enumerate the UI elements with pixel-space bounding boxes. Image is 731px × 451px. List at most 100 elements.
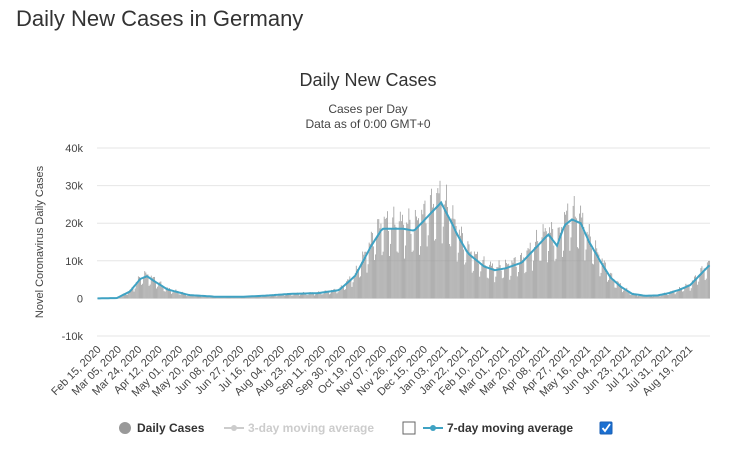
daily-cases-bar (639, 294, 641, 299)
daily-cases-bar (174, 290, 176, 299)
daily-cases-bar (280, 293, 282, 299)
daily-cases-bar (464, 264, 466, 299)
daily-cases-bar (364, 251, 366, 299)
daily-cases-bar (575, 218, 577, 299)
daily-cases-bar (317, 292, 319, 299)
daily-cases-bar (179, 294, 181, 299)
daily-cases-bar (475, 254, 476, 299)
daily-cases-bar (501, 278, 503, 299)
daily-cases-bar (588, 224, 590, 299)
daily-cases-bar (272, 294, 273, 299)
daily-cases-bar (224, 297, 226, 299)
legend-seven-day-checkbox[interactable] (599, 421, 613, 435)
daily-cases-bar (520, 255, 521, 299)
daily-cases-bar (593, 264, 594, 299)
daily-cases-bar (638, 295, 639, 299)
daily-cases-bar (700, 268, 702, 299)
daily-cases-bar (363, 254, 365, 299)
daily-cases-bar (340, 285, 342, 299)
daily-cases-bar (524, 273, 526, 299)
daily-cases-bar (569, 250, 571, 299)
daily-cases-bar (626, 287, 628, 299)
daily-cases-bar (614, 287, 616, 299)
daily-cases-bar (335, 291, 337, 299)
daily-cases-bar (347, 279, 349, 299)
daily-cases-bar (419, 254, 420, 299)
daily-cases-bar (304, 293, 306, 299)
daily-cases-bar (506, 262, 507, 299)
daily-cases-bar (154, 276, 155, 299)
daily-cases-bar (691, 280, 693, 299)
daily-cases-bar (551, 222, 553, 299)
daily-cases-bar (581, 217, 583, 299)
daily-cases-bar (263, 295, 265, 299)
daily-cases-bar (541, 237, 543, 299)
daily-cases-bar (673, 291, 675, 299)
daily-cases-bar (322, 294, 324, 299)
legend-daily-cases-icon[interactable] (119, 422, 131, 434)
daily-cases-bar (155, 282, 156, 299)
daily-cases-bar (388, 231, 389, 299)
daily-cases-bar (383, 216, 385, 299)
daily-cases-bar (511, 260, 513, 299)
daily-cases-bar (201, 296, 203, 299)
legend-daily-cases-label[interactable]: Daily Cases (137, 421, 205, 435)
daily-cases-bar (379, 228, 381, 299)
daily-cases-bar (656, 294, 658, 299)
daily-cases-bar (290, 293, 292, 299)
daily-cases-bar (443, 204, 445, 299)
daily-cases-bar (314, 295, 315, 299)
legend-seven-day-marker[interactable] (430, 425, 436, 431)
daily-cases-bar (362, 251, 364, 299)
daily-cases-bar (607, 281, 608, 299)
daily-cases-bar (300, 294, 301, 299)
daily-cases-bar (187, 295, 189, 299)
daily-cases-bar (467, 241, 469, 299)
legend-three-day-label[interactable]: 3-day moving average (248, 421, 374, 435)
daily-cases-bar (560, 227, 562, 299)
daily-cases-bar (592, 263, 593, 299)
daily-cases-bar (423, 203, 425, 299)
daily-cases-bar (477, 251, 478, 299)
daily-cases-bar (437, 188, 439, 299)
daily-cases-bar (433, 203, 434, 299)
daily-cases-bar (595, 240, 597, 299)
daily-cases-bar (148, 285, 150, 299)
daily-cases-bar (643, 295, 645, 299)
daily-cases-bar (594, 250, 595, 299)
daily-cases-bar (198, 294, 199, 299)
daily-cases-bar (146, 274, 148, 299)
daily-cases-bar (527, 248, 529, 299)
daily-cases-bar (371, 233, 373, 299)
daily-cases-bar (668, 294, 670, 299)
daily-cases-bar (554, 261, 556, 299)
daily-cases-bar (351, 286, 353, 299)
daily-cases-bar (663, 292, 665, 299)
daily-cases-bar (600, 272, 602, 299)
daily-cases-bar (671, 291, 673, 299)
legend-three-day-marker[interactable] (231, 425, 237, 431)
daily-cases-bar (559, 232, 561, 299)
daily-cases-bar (661, 294, 663, 299)
daily-cases-bar (612, 278, 614, 299)
daily-cases-bar (509, 279, 511, 299)
daily-cases-bar (395, 226, 397, 299)
daily-cases-bar (582, 212, 584, 299)
daily-cases-bar (480, 271, 482, 299)
daily-cases-bar (470, 251, 472, 299)
daily-cases-bar (223, 297, 225, 299)
daily-cases-bar (564, 212, 565, 299)
daily-cases-bar (368, 242, 370, 299)
daily-cases-bar (122, 293, 124, 299)
legend-seven-day-label[interactable]: 7-day moving average (447, 421, 573, 435)
daily-cases-bar (339, 287, 341, 299)
daily-cases-bar (681, 289, 682, 299)
daily-cases-bar (173, 290, 175, 299)
daily-cases-bar (207, 296, 209, 299)
daily-cases-bar (641, 294, 643, 299)
daily-cases-bar (189, 294, 191, 299)
daily-cases-bar (497, 267, 499, 299)
daily-cases-bar (425, 223, 427, 299)
legend-three-day-checkbox[interactable] (402, 421, 416, 435)
